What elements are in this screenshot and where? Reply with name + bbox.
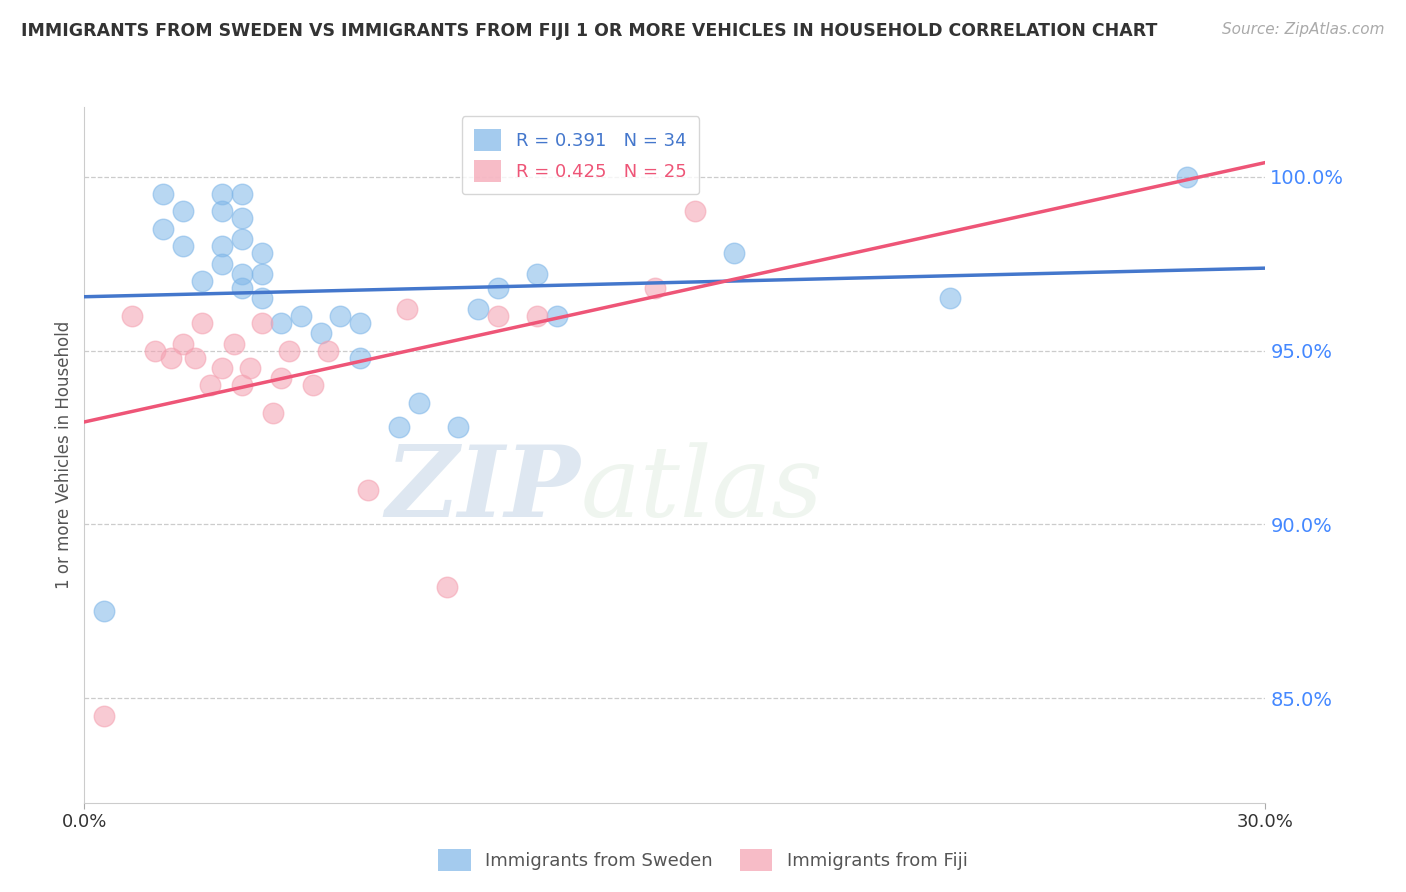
Point: [939, 292, 962, 306]
Text: ZIP: ZIP: [385, 442, 581, 538]
Point: [191, 316, 214, 330]
Point: [231, 211, 253, 226]
Point: [329, 309, 352, 323]
Point: [222, 336, 245, 351]
Point: [231, 267, 253, 281]
Point: [143, 343, 166, 358]
Text: Source: ZipAtlas.com: Source: ZipAtlas.com: [1222, 22, 1385, 37]
Y-axis label: 1 or more Vehicles in Household: 1 or more Vehicles in Household: [55, 321, 73, 589]
Point: [172, 204, 194, 219]
Point: [231, 281, 253, 295]
Text: IMMIGRANTS FROM SWEDEN VS IMMIGRANTS FROM FIJI 1 OR MORE VEHICLES IN HOUSEHOLD C: IMMIGRANTS FROM SWEDEN VS IMMIGRANTS FRO…: [21, 22, 1157, 40]
Point: [211, 257, 233, 271]
Point: [250, 316, 273, 330]
Point: [546, 309, 568, 323]
Point: [270, 371, 292, 385]
Point: [357, 483, 380, 497]
Point: [683, 204, 706, 219]
Point: [250, 267, 273, 281]
Point: [349, 351, 371, 365]
Point: [200, 378, 222, 392]
Point: [191, 274, 214, 288]
Point: [121, 309, 143, 323]
Point: [152, 222, 174, 236]
Text: atlas: atlas: [581, 442, 823, 537]
Point: [436, 580, 458, 594]
Point: [250, 246, 273, 260]
Point: [231, 187, 253, 202]
Point: [1175, 169, 1198, 184]
Legend: R = 0.391   N = 34, R = 0.425   N = 25: R = 0.391 N = 34, R = 0.425 N = 25: [461, 116, 699, 194]
Point: [408, 395, 430, 409]
Point: [231, 232, 253, 246]
Point: [467, 301, 489, 316]
Point: [309, 326, 332, 341]
Point: [301, 378, 323, 392]
Point: [239, 361, 262, 376]
Point: [262, 406, 284, 420]
Point: [388, 420, 411, 434]
Point: [93, 708, 115, 723]
Point: [486, 309, 509, 323]
Point: [211, 239, 233, 253]
Point: [211, 361, 233, 376]
Point: [526, 267, 548, 281]
Point: [152, 187, 174, 202]
Point: [93, 604, 115, 618]
Point: [211, 187, 233, 202]
Point: [160, 351, 183, 365]
Point: [723, 246, 745, 260]
Point: [183, 351, 205, 365]
Point: [270, 316, 292, 330]
Point: [349, 316, 371, 330]
Point: [211, 204, 233, 219]
Point: [172, 239, 194, 253]
Point: [278, 343, 301, 358]
Point: [318, 343, 340, 358]
Point: [644, 281, 666, 295]
Legend: Immigrants from Sweden, Immigrants from Fiji: Immigrants from Sweden, Immigrants from …: [432, 842, 974, 879]
Point: [290, 309, 312, 323]
Point: [526, 309, 548, 323]
Point: [396, 301, 419, 316]
Point: [447, 420, 470, 434]
Point: [231, 378, 253, 392]
Point: [250, 292, 273, 306]
Point: [172, 336, 194, 351]
Point: [486, 281, 509, 295]
